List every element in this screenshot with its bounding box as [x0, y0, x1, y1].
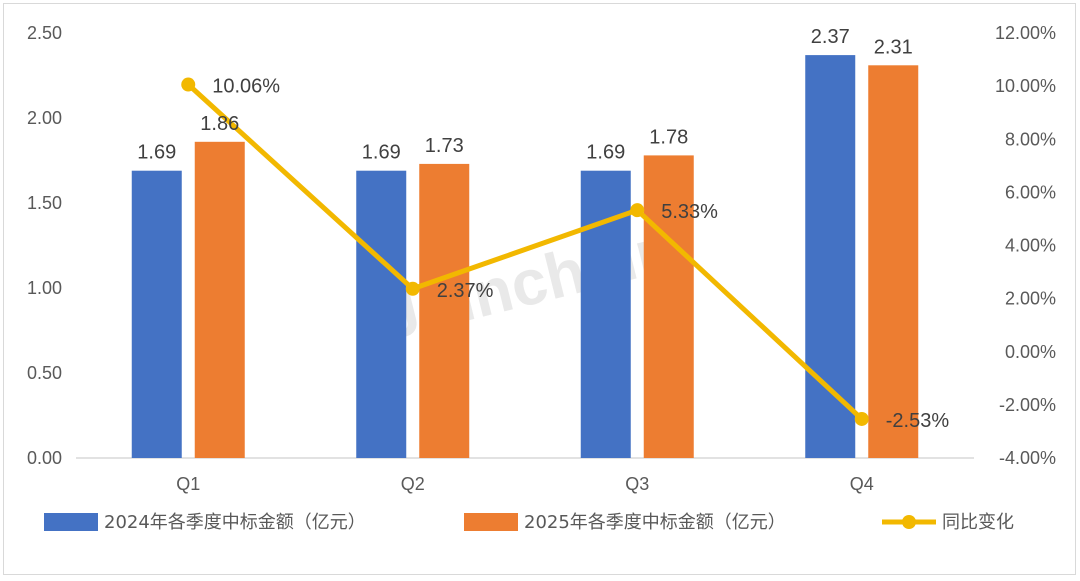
- yoy-point-q1: [181, 77, 196, 92]
- bar-2024-q1: [131, 170, 182, 458]
- y-right-tick-label: 12.00%: [995, 23, 1056, 43]
- y-left-tick-label: 1.50: [27, 193, 62, 213]
- y-right-tick-label: -4.00%: [999, 448, 1056, 468]
- bars-layer: [131, 55, 919, 459]
- yoy-point-q2: [405, 281, 420, 296]
- legend-label: 2024年各季度中标金额（亿元）: [104, 512, 366, 533]
- yoy-point-q4: [854, 411, 869, 426]
- x-category-label: Q3: [625, 474, 649, 494]
- y-right-tick-label: 4.00%: [1005, 236, 1056, 256]
- bar-value-label: 1.78: [649, 126, 688, 148]
- chart-frame: Joinchain 0.00 0.50 1.00 1.50 2.00 2.50 -4.00%…: [3, 3, 1076, 575]
- bar-2025-q4: [868, 65, 919, 459]
- bar-2024-q4: [805, 55, 856, 458]
- bar-2025-q2: [419, 163, 470, 458]
- y-right-tick-label: -2.00%: [999, 395, 1056, 415]
- yoy-point-q3: [630, 203, 645, 218]
- bar-value-label: 1.69: [362, 142, 401, 164]
- legend-swatch-2024: [44, 513, 98, 531]
- yoy-value-label: 10.06%: [212, 76, 280, 98]
- y-right-tick-label: 0.00%: [1005, 342, 1056, 362]
- x-category-label: Q1: [176, 474, 200, 494]
- labels-layer: 1.69 1.69 1.69 2.37 1.86 1.73 1.78 2.31 10.06% 2.…: [137, 26, 949, 432]
- bar-value-label: 2.37: [811, 26, 850, 48]
- y-left-tick-label: 0.00: [27, 448, 62, 468]
- y-right-tick-label: 10.00%: [995, 76, 1056, 96]
- bar-value-label: 1.73: [425, 135, 464, 157]
- bar-value-label: 1.69: [586, 142, 625, 164]
- bar-value-label: 2.31: [874, 36, 913, 58]
- bar-2024-q2: [356, 170, 407, 458]
- y-left-tick-label: 1.00: [27, 278, 62, 298]
- legend-label: 同比变化: [942, 512, 1014, 533]
- x-category-label: Q2: [401, 474, 425, 494]
- y-left-tick-label: 0.50: [27, 363, 62, 383]
- x-category-label: Q4: [850, 474, 874, 494]
- legend-label: 2025年各季度中标金额（亿元）: [524, 512, 786, 533]
- legend-layer: 2024年各季度中标金额（亿元） 2025年各季度中标金额（亿元） 同比变化: [44, 512, 1014, 533]
- y-right-tick-label: 2.00%: [1005, 289, 1056, 309]
- legend-swatch-2025: [464, 513, 518, 531]
- yoy-change-line: [186, 82, 864, 421]
- yoy-value-label: -2.53%: [886, 410, 950, 432]
- bar-value-label: 1.69: [137, 142, 176, 164]
- y-left-tick-label: 2.50: [27, 23, 62, 43]
- bar-2025-q1: [194, 141, 245, 459]
- yoy-value-label: 2.37%: [437, 280, 494, 302]
- bar-value-label: 1.86: [200, 113, 239, 135]
- y-right-tick-label: 8.00%: [1005, 129, 1056, 149]
- y-left-tick-label: 2.00: [27, 108, 62, 128]
- y-right-tick-label: 6.00%: [1005, 182, 1056, 202]
- line-layer: [181, 77, 869, 426]
- yoy-value-label: 5.33%: [661, 201, 718, 223]
- legend-marker-yoy: [902, 515, 916, 529]
- bar-2025-q3: [643, 155, 694, 458]
- combo-chart: Joinchain 0.000.501.001.502.002.50-4.00%…: [27, 23, 1056, 533]
